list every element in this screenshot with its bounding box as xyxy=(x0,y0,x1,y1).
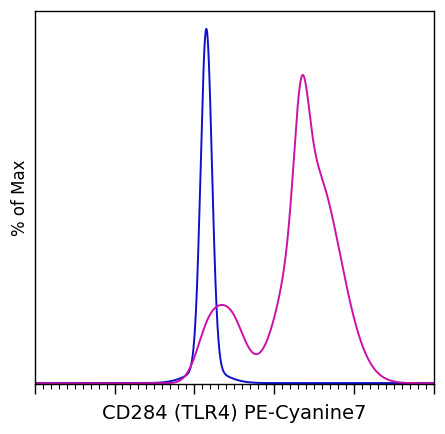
X-axis label: CD284 (TLR4) PE-Cyanine7: CD284 (TLR4) PE-Cyanine7 xyxy=(102,404,367,423)
Y-axis label: % of Max: % of Max xyxy=(11,159,29,236)
